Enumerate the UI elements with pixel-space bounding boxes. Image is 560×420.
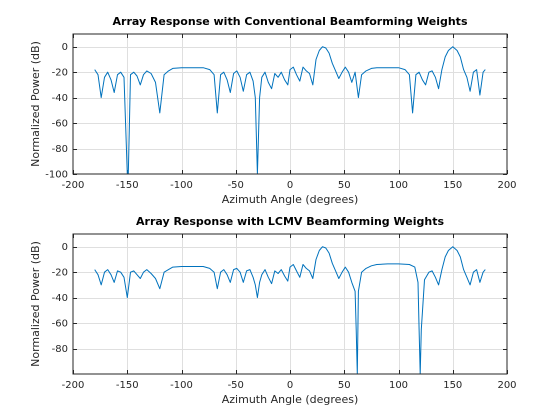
grid-lines (73, 234, 507, 374)
x-tick-label: -50 (228, 380, 244, 391)
x-tick-label: 50 (338, 380, 351, 391)
x-tick-label: 0 (287, 180, 293, 191)
x-tick-label: 100 (389, 380, 408, 391)
series-layer (94, 46, 486, 175)
x-tick-label: -50 (228, 180, 244, 191)
x-tick-label: 200 (497, 180, 516, 191)
chart-lcmv: -200 -150 -100 -50 0 50 100 150 200 0 -20 -40 -60 -8… (29, 215, 517, 406)
x-tick-label: 0 (287, 380, 293, 391)
x-tick-label: -200 (62, 380, 85, 391)
x-tick-label: -100 (170, 380, 193, 391)
x-tick-label: -150 (116, 180, 139, 191)
x-tick-label: 100 (389, 180, 408, 191)
x-tick-label: 50 (338, 180, 351, 191)
y-tick-label: -60 (52, 319, 68, 330)
x-tick-label: -150 (116, 380, 139, 391)
series-line (94, 46, 486, 175)
y-tick-label: 0 (62, 42, 68, 53)
chart-title: Array Response with Conventional Beamfor… (113, 15, 468, 28)
y-tick-label: -80 (52, 144, 68, 155)
y-tick-label: -60 (52, 119, 68, 130)
x-axis-label: Azimuth Angle (degrees) (222, 193, 359, 206)
x-axis-label: Azimuth Angle (degrees) (222, 393, 359, 406)
series-line (94, 246, 486, 375)
tick-marks (73, 234, 508, 374)
y-tick-label: -20 (52, 268, 68, 279)
y-tick-label: -80 (52, 344, 68, 355)
x-tick-label: 150 (443, 380, 462, 391)
y-tick-label: 0 (62, 242, 68, 253)
y-tick-label: -20 (52, 68, 68, 79)
x-tick-labels: -200 -150 -100 -50 0 50 100 150 200 (62, 380, 517, 391)
series-layer (94, 246, 486, 375)
x-tick-label: 150 (443, 180, 462, 191)
y-tick-labels: 0 -20 -40 -60 -80 (52, 242, 68, 355)
y-tick-labels: 0 -20 -40 -60 -80 -100 (45, 42, 68, 180)
y-axis-label: Normalized Power (dB) (29, 41, 42, 167)
plot-border (72, 33, 508, 175)
x-tick-label: -200 (62, 180, 85, 191)
x-tick-label: -100 (170, 180, 193, 191)
y-tick-label: -100 (45, 170, 68, 181)
chart-conventional: -200 -150 -100 -50 0 50 100 150 200 0 -20 -40 -60 -8… (29, 15, 517, 206)
y-tick-label: -40 (52, 93, 68, 104)
x-tick-labels: -200 -150 -100 -50 0 50 100 150 200 (62, 180, 517, 191)
y-tick-label: -40 (52, 293, 68, 304)
chart-title: Array Response with LCMV Beamforming Wei… (136, 215, 444, 228)
y-axis-label: Normalized Power (dB) (29, 241, 42, 367)
x-tick-label: 200 (497, 380, 516, 391)
plot-border (72, 233, 508, 375)
